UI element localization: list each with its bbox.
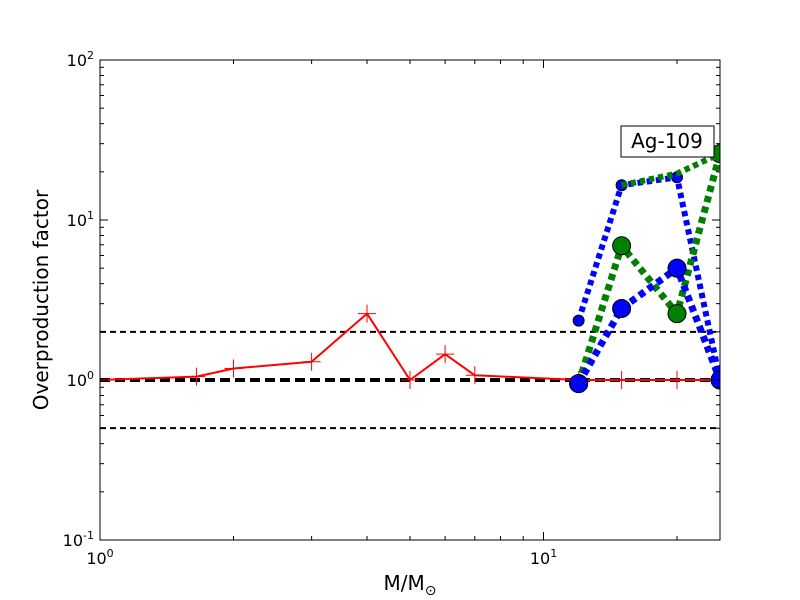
- x-tick-label-0: 100: [86, 547, 113, 568]
- y-tick-label-2: 101: [67, 209, 94, 230]
- y-tick-label-1: 100: [67, 369, 94, 390]
- x-axis-label: M/M⊙: [384, 571, 437, 599]
- series-0-point-2: [224, 359, 243, 378]
- series-2-point-1: [612, 236, 632, 256]
- series-layer: [100, 144, 720, 394]
- series-0-point-3: [302, 352, 321, 371]
- series-0-point-1: [187, 367, 206, 386]
- annotation-label: Ag-109: [631, 129, 703, 153]
- series-0-point-9: [612, 371, 631, 389]
- series-2-point-2: [667, 304, 687, 324]
- y-tick-label-0: 10-1: [63, 529, 94, 550]
- series-4-point-0: [569, 374, 589, 394]
- annotation-box: Ag-109: [620, 125, 715, 158]
- series-line-3: [620, 150, 720, 189]
- x-axis-label-subscript: ⊙: [425, 583, 437, 599]
- series-0-point-10: [668, 371, 687, 389]
- series-1-point-0: [572, 314, 585, 327]
- series-4-point-2: [667, 258, 687, 278]
- y-axis-label: Overproduction factor: [29, 189, 53, 410]
- series-0-point-6: [436, 345, 455, 364]
- x-tick-label-1: 101: [530, 547, 557, 568]
- series-0-point-7: [465, 366, 484, 385]
- series-0-point-4: [358, 304, 377, 323]
- series-line-0: [100, 312, 720, 381]
- series-4-point-1: [612, 298, 632, 318]
- series-line-2: [575, 152, 720, 385]
- y-tick-label-3: 102: [67, 49, 94, 70]
- series-line-4: [575, 264, 720, 386]
- plot-frame: [99, 59, 721, 541]
- plot-background: [100, 60, 720, 540]
- series-0-point-5: [401, 371, 419, 389]
